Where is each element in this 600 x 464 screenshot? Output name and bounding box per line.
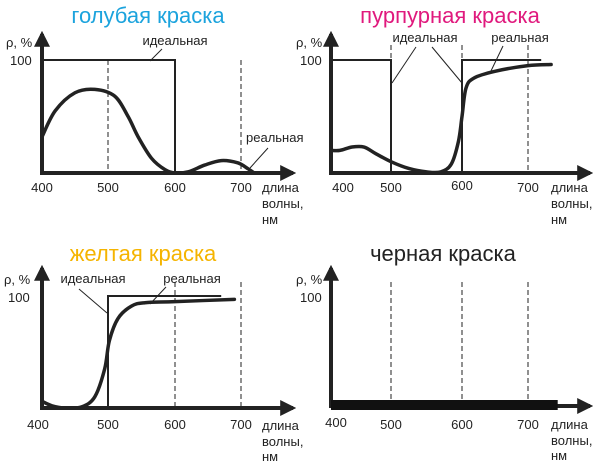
- x-axis-label: волны,: [262, 434, 303, 449]
- chart-title: желтая краска: [70, 241, 217, 266]
- ideal-leader: [391, 46, 417, 84]
- ideal-curve: [331, 59, 392, 173]
- x-tick-label: 400: [31, 180, 53, 195]
- x-axis-label: длина: [551, 180, 589, 195]
- ideal-curve: [41, 59, 176, 173]
- y-tick-label: 100: [10, 53, 32, 68]
- real-label: реальная: [491, 30, 549, 45]
- x-axis-label: нм: [262, 449, 278, 464]
- ideal-curve: [107, 295, 222, 408]
- real-leader: [249, 147, 269, 169]
- x-axis-label: нм: [551, 212, 567, 227]
- real-label: реальная: [163, 271, 221, 286]
- x-tick-label: 500: [380, 417, 402, 432]
- x-tick-label: 700: [230, 180, 252, 195]
- x-tick-label: 600: [164, 180, 186, 195]
- x-axis-label: волны,: [551, 196, 592, 211]
- chart-title: пурпурная краска: [360, 3, 540, 28]
- black-panel: черная краска ρ, % 100 400 500 600 700 д…: [296, 241, 592, 463]
- x-axis-label: длина: [262, 418, 300, 433]
- y-tick-label: 100: [8, 290, 30, 305]
- y-axis-label: ρ, %: [6, 35, 33, 50]
- y-tick-label: 100: [300, 290, 322, 305]
- ideal-leader: [78, 288, 108, 314]
- yellow-panel: желтая краска ρ, % 100 400 500 600 700 д…: [4, 241, 303, 464]
- cyan-panel: голубая краска ρ, % 100 400 500 600 700 …: [6, 3, 304, 227]
- x-tick-label: 400: [325, 415, 347, 430]
- ideal-curve: [461, 59, 542, 173]
- chart-title: голубая краска: [71, 3, 225, 28]
- real-curve: [40, 297, 237, 410]
- x-axis-label: нм: [262, 212, 278, 227]
- x-tick-label: 700: [230, 417, 252, 432]
- x-tick-label: 400: [27, 417, 49, 432]
- real-curve: [40, 87, 256, 175]
- y-axis-label: ρ, %: [296, 272, 323, 287]
- x-axis-label: длина: [262, 180, 300, 195]
- y-tick-label: 100: [300, 53, 322, 68]
- x-tick-label: 700: [517, 180, 539, 195]
- reflectance-bar: [331, 400, 558, 410]
- x-tick-label: 600: [164, 417, 186, 432]
- real-label: реальная: [246, 130, 304, 145]
- x-tick-label: 500: [97, 180, 119, 195]
- x-axis-label: нм: [551, 448, 567, 463]
- y-axis-label: ρ, %: [296, 35, 323, 50]
- x-axis-label: волны,: [551, 433, 592, 448]
- x-axis-label: волны,: [262, 196, 303, 211]
- ideal-leader: [431, 46, 463, 84]
- x-tick-label: 500: [97, 417, 119, 432]
- x-tick-label: 500: [380, 180, 402, 195]
- chart-title: черная краска: [370, 241, 517, 266]
- magenta-panel: пурпурная краска ρ, % 100 400 500 600 70…: [296, 3, 592, 227]
- x-tick-label: 700: [517, 417, 539, 432]
- ideal-label: идеальная: [60, 271, 125, 286]
- x-tick-label: 600: [451, 178, 473, 193]
- x-tick-label: 400: [332, 180, 354, 195]
- x-tick-label: 600: [451, 417, 473, 432]
- real-curve: [329, 62, 553, 175]
- ideal-label: идеальная: [142, 33, 207, 48]
- ideal-label: идеальная: [392, 30, 457, 45]
- x-axis-label: длина: [551, 417, 589, 432]
- y-axis-label: ρ, %: [4, 272, 31, 287]
